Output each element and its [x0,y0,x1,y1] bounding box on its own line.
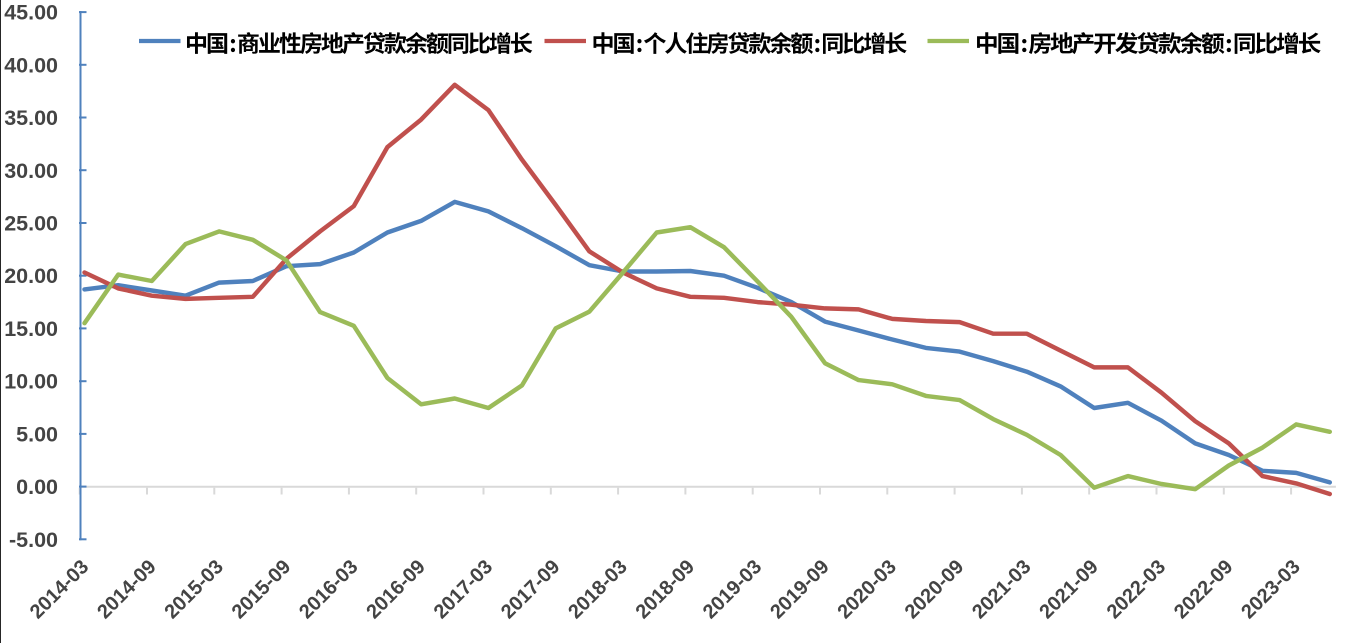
svg-text:0.00: 0.00 [16,475,58,499]
svg-text:5.00: 5.00 [16,422,58,446]
svg-text:35.00: 35.00 [4,106,58,130]
svg-text:40.00: 40.00 [4,53,58,77]
svg-text:20.00: 20.00 [4,264,58,288]
svg-text:25.00: 25.00 [4,212,58,236]
svg-text:-5.00: -5.00 [9,528,58,552]
svg-text:30.00: 30.00 [4,159,58,183]
svg-text:45.00: 45.00 [4,1,58,25]
svg-text:15.00: 15.00 [4,317,58,341]
svg-text:10.00: 10.00 [4,370,58,394]
